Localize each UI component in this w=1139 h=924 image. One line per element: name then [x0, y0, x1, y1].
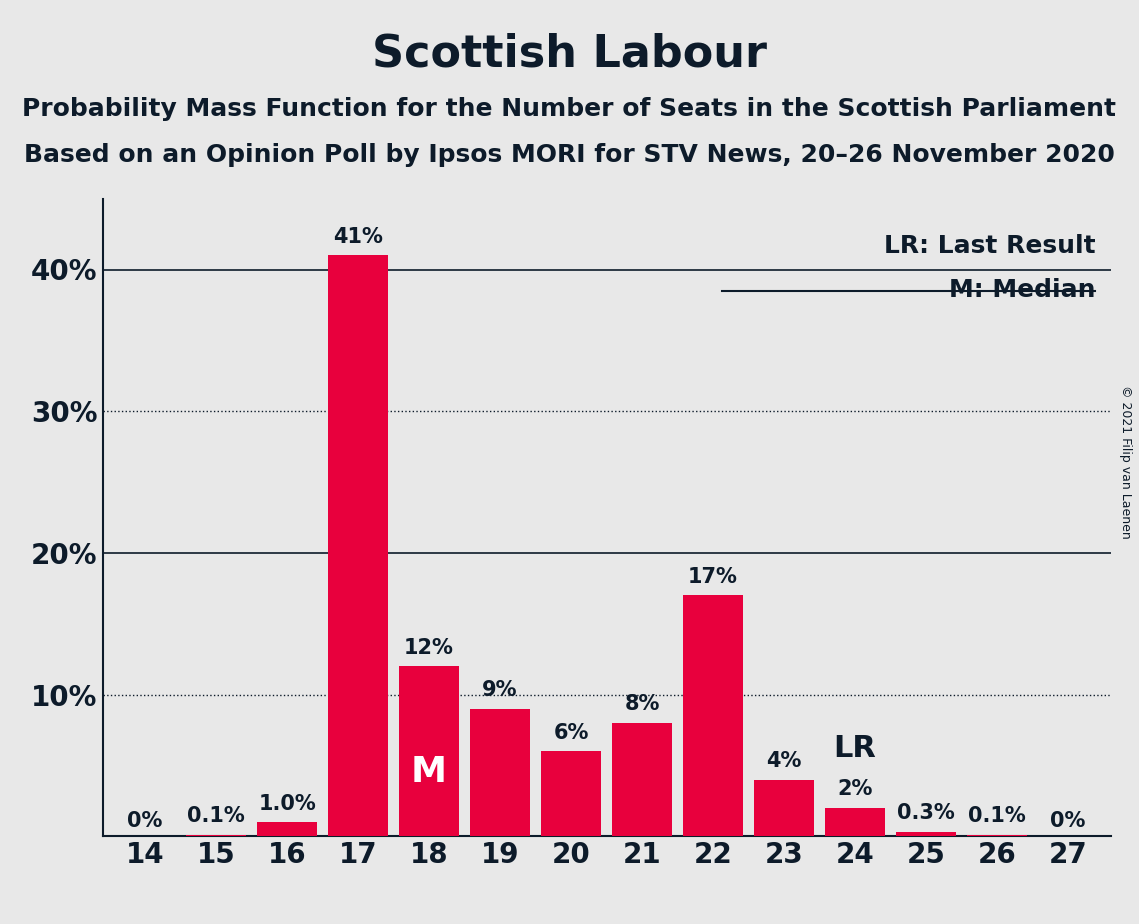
Text: 1.0%: 1.0%	[259, 794, 316, 813]
Bar	[612, 723, 672, 836]
Text: Scottish Labour: Scottish Labour	[372, 32, 767, 76]
Bar	[399, 666, 459, 836]
Text: 12%: 12%	[404, 638, 454, 658]
Text: 41%: 41%	[333, 226, 383, 247]
Text: 0.1%: 0.1%	[187, 807, 245, 826]
Bar	[541, 751, 601, 836]
Text: 0%: 0%	[1050, 810, 1085, 831]
Bar	[186, 834, 246, 836]
Text: Based on an Opinion Poll by Ipsos MORI for STV News, 20–26 November 2020: Based on an Opinion Poll by Ipsos MORI f…	[24, 143, 1115, 167]
Text: 0.3%: 0.3%	[898, 804, 954, 823]
Bar	[754, 780, 814, 836]
Bar	[470, 709, 531, 836]
Bar	[328, 255, 388, 836]
Text: LR: Last Result: LR: Last Result	[884, 234, 1096, 258]
Text: 9%: 9%	[482, 680, 518, 700]
Text: M: Median: M: Median	[949, 278, 1096, 302]
Bar	[825, 808, 885, 836]
Text: 8%: 8%	[624, 694, 659, 714]
Bar	[967, 834, 1027, 836]
Text: 17%: 17%	[688, 566, 738, 587]
Bar	[682, 595, 743, 836]
Text: 2%: 2%	[837, 779, 872, 799]
Bar	[257, 822, 318, 836]
Text: Probability Mass Function for the Number of Seats in the Scottish Parliament: Probability Mass Function for the Number…	[23, 97, 1116, 121]
Text: 0.1%: 0.1%	[968, 807, 1026, 826]
Text: 0%: 0%	[128, 810, 163, 831]
Text: LR: LR	[834, 734, 876, 762]
Text: 6%: 6%	[554, 723, 589, 743]
Text: 4%: 4%	[767, 751, 802, 771]
Text: M: M	[411, 755, 446, 788]
Text: © 2021 Filip van Laenen: © 2021 Filip van Laenen	[1118, 385, 1132, 539]
Bar	[895, 832, 956, 836]
